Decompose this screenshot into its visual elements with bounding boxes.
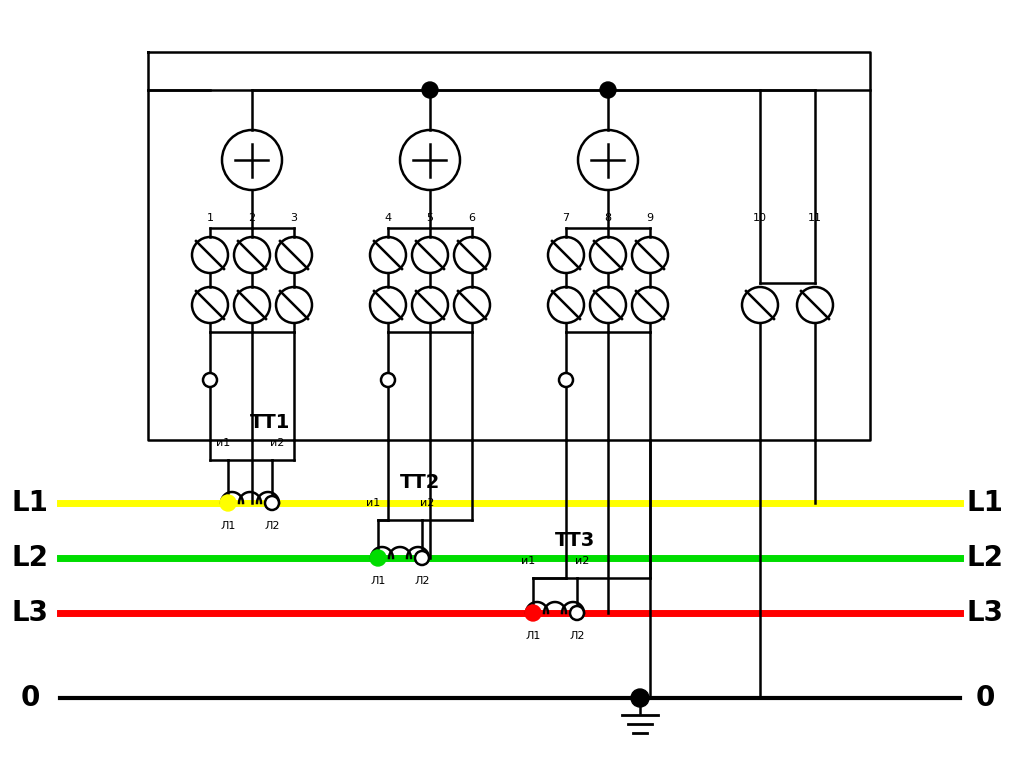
Text: L1: L1 <box>11 489 49 517</box>
Text: Л2: Л2 <box>414 576 429 586</box>
Circle shape <box>600 82 616 98</box>
Text: 0: 0 <box>20 684 40 712</box>
Circle shape <box>381 373 395 387</box>
Text: ТТ3: ТТ3 <box>555 531 595 550</box>
Text: 2: 2 <box>249 213 256 223</box>
Text: Л1: Л1 <box>220 521 235 531</box>
Circle shape <box>415 551 429 565</box>
Circle shape <box>631 689 649 707</box>
Text: Л1: Л1 <box>526 631 541 641</box>
Circle shape <box>422 82 438 98</box>
Text: Л1: Л1 <box>370 576 386 586</box>
Text: Л2: Л2 <box>569 631 585 641</box>
Text: 8: 8 <box>605 213 612 223</box>
Text: и1: и1 <box>365 498 381 508</box>
Circle shape <box>570 606 584 620</box>
Text: 0: 0 <box>975 684 995 712</box>
Text: 6: 6 <box>469 213 475 223</box>
Text: 10: 10 <box>753 213 767 223</box>
Text: ТТ1: ТТ1 <box>250 413 290 432</box>
Circle shape <box>220 495 236 511</box>
Text: и1: и1 <box>521 556 535 566</box>
Text: 7: 7 <box>562 213 569 223</box>
Text: L2: L2 <box>11 544 49 572</box>
Text: ТТ2: ТТ2 <box>400 473 441 492</box>
Text: L3: L3 <box>11 599 49 627</box>
Text: 5: 5 <box>426 213 433 223</box>
Text: 9: 9 <box>647 213 654 223</box>
Text: 1: 1 <box>206 213 213 223</box>
Text: и2: и2 <box>420 498 434 508</box>
Text: Л2: Л2 <box>264 521 280 531</box>
Circle shape <box>370 550 386 566</box>
Text: и2: и2 <box>270 438 284 448</box>
Text: и1: и1 <box>216 438 230 448</box>
Text: 4: 4 <box>385 213 392 223</box>
Circle shape <box>559 373 573 387</box>
Circle shape <box>203 373 217 387</box>
Text: L1: L1 <box>966 489 1004 517</box>
Text: 11: 11 <box>808 213 822 223</box>
Text: L2: L2 <box>966 544 1004 572</box>
Circle shape <box>525 605 541 621</box>
Circle shape <box>265 496 279 510</box>
Text: L3: L3 <box>966 599 1004 627</box>
Text: 3: 3 <box>290 213 297 223</box>
Text: и2: и2 <box>574 556 589 566</box>
